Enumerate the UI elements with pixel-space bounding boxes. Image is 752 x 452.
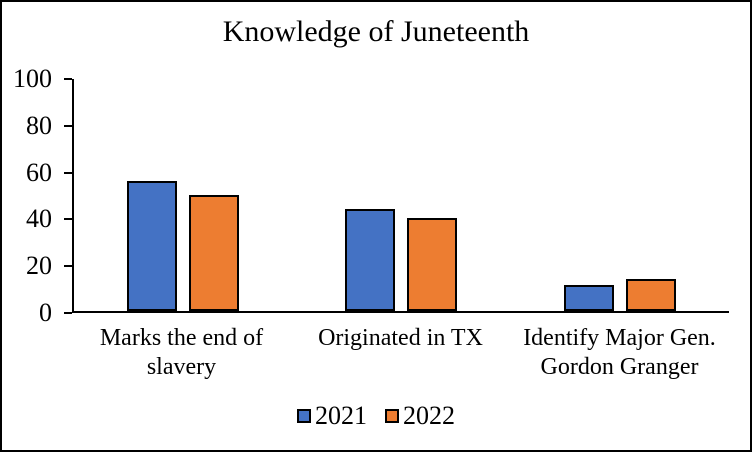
y-axis-tick-labels: 100 80 60 40 20 0 <box>2 65 60 327</box>
legend-label-2022: 2022 <box>403 401 455 430</box>
category-label-originated-in-tx: Originated in TX <box>318 325 483 351</box>
bar-2021-originated-in-tx <box>345 208 396 311</box>
bar-2021-marks-end-of-slavery <box>127 181 178 311</box>
category-label-identify-gordon-granger: Identify Major Gen. Gordon Granger <box>523 325 716 380</box>
bar-group-identify-gordon-granger <box>511 79 729 311</box>
bar-2022-marks-end-of-slavery <box>189 195 240 311</box>
y-tick-mark <box>64 265 72 267</box>
y-tick-label-80: 80 <box>26 111 52 140</box>
chart-title: Knowledge of Juneteenth <box>222 15 530 48</box>
y-tick-mark <box>64 172 72 174</box>
y-tick-label-0: 0 <box>39 298 52 327</box>
legend-swatch-2021 <box>297 409 311 423</box>
x-axis-category-labels: Marks the end of slavery Originated in T… <box>72 324 729 382</box>
y-tick-label-100: 100 <box>13 64 52 93</box>
legend-swatch-2022 <box>385 409 399 423</box>
y-tick-label-20: 20 <box>26 251 52 280</box>
y-tick-label-40: 40 <box>26 204 52 233</box>
legend-label-2021: 2021 <box>315 401 367 430</box>
legend: 2021 2022 <box>2 402 750 430</box>
y-tick-mark <box>64 312 72 314</box>
bar-2022-identify-gordon-granger <box>625 278 676 311</box>
y-tick-mark <box>64 78 72 80</box>
plot-area <box>72 79 729 313</box>
bar-group-originated-in-tx <box>292 79 510 311</box>
bar-2022-originated-in-tx <box>407 218 458 311</box>
y-tick-label-60: 60 <box>26 158 52 187</box>
bar-2021-identify-gordon-granger <box>563 285 614 311</box>
legend-item-2021: 2021 <box>297 402 367 430</box>
category-label-marks-end-of-slavery: Marks the end of slavery <box>99 325 264 380</box>
legend-item-2022: 2022 <box>385 402 455 430</box>
y-tick-mark <box>64 218 72 220</box>
bar-group-marks-end-of-slavery <box>74 79 292 311</box>
y-tick-mark <box>64 125 72 127</box>
